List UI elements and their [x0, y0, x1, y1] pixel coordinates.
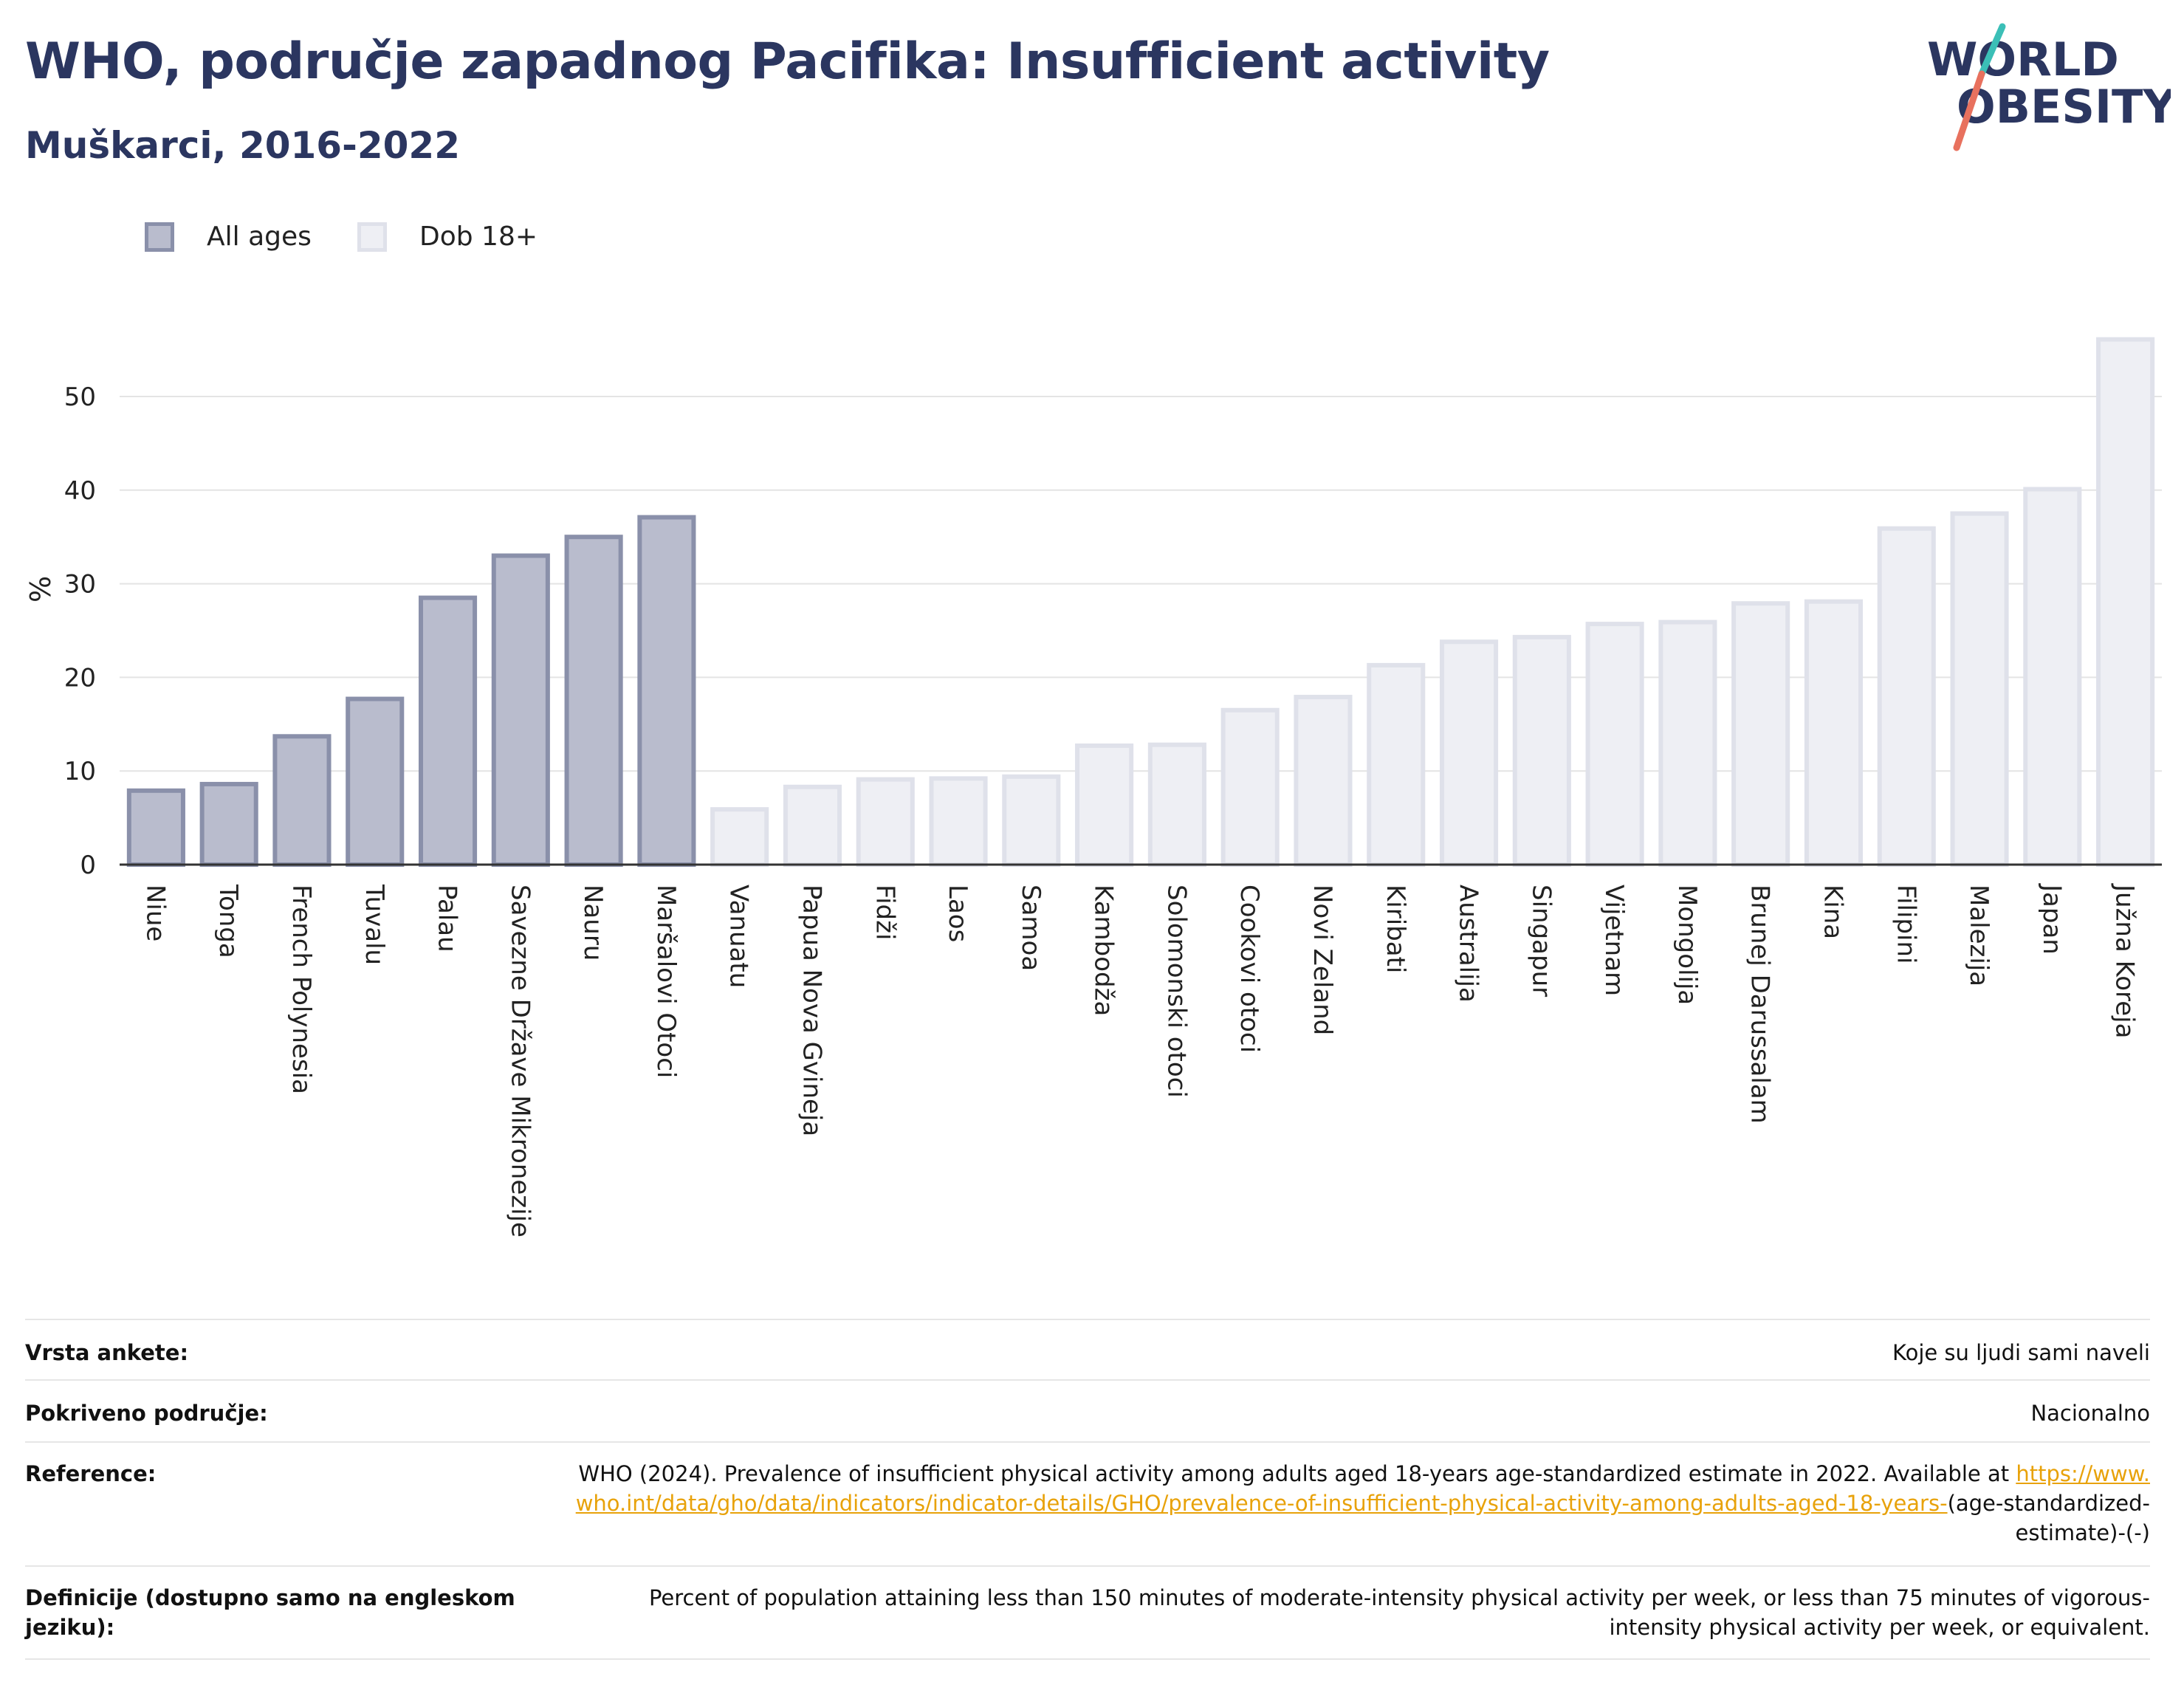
bar-laos [929, 776, 988, 867]
legend-item-all-ages[interactable]: All ages [145, 222, 312, 252]
x-tick-label: Singapur [1526, 885, 1556, 997]
y-axis-label: % [24, 576, 57, 602]
legend-item-dob-18[interactable]: Dob 18+ [357, 222, 538, 252]
bar-kiribati [1367, 662, 1426, 868]
bar-kambod-a [1075, 743, 1134, 867]
reference-suffix: (age-standardized-estimate)-(-) [1947, 1491, 2150, 1545]
x-tick-label: Fidži [870, 885, 899, 940]
x-tick-label: Novi Zeland [1308, 885, 1337, 1035]
bar-papua-nova-gvineja [783, 784, 842, 867]
definition-value: Percent of population attaining less tha… [648, 1585, 2150, 1640]
logo-slash-coral [1953, 70, 1985, 151]
info-row-reference: Reference: WHO (2024). Prevalence of ins… [25, 1441, 2150, 1565]
x-tick-label: French Polynesia [286, 885, 316, 1094]
x-tick-label: Kiribati [1381, 885, 1410, 973]
x-tick-label: Tonga [213, 884, 243, 958]
y-tick-label: 0 [80, 851, 96, 880]
x-tick-label: Vijetnam [1599, 885, 1629, 996]
reference-text: WHO (2024). Prevalence of insufficient p… [578, 1461, 2010, 1486]
bar-australija [1439, 639, 1499, 867]
y-tick-label: 50 [64, 382, 96, 412]
bar-vanuatu [710, 807, 769, 867]
x-tick-label: Papua Nova Gvineja [797, 885, 826, 1136]
bar-singapur [1512, 634, 1571, 867]
bar-japan [2023, 487, 2082, 867]
bar-nauru [564, 535, 623, 867]
x-tick-label: Kambodža [1089, 885, 1119, 1016]
reference-link[interactable]: https://www.who.int/data/gho/data/indica… [575, 1461, 2150, 1516]
x-tick-label: Laos [943, 885, 972, 942]
info-row-coverage: Pokriveno područje: Nacionalno [25, 1379, 2150, 1441]
bar-fid-i [856, 777, 915, 867]
x-tick-label: Južna Koreja [2110, 883, 2140, 1038]
info-row-survey: Vrsta ankete: Koje su ljudi sami naveli [25, 1319, 2150, 1379]
bar-cookovi-otoci [1220, 707, 1280, 868]
x-tick-label: Samoa [1016, 885, 1045, 971]
world-obesity-logo: WORLD OBESITY [1927, 23, 2171, 151]
x-tick-label: Filipini [1891, 885, 1920, 964]
bar-filipini [1877, 526, 1936, 867]
info-bottom-rule [25, 1658, 2150, 1660]
y-tick-label: 40 [64, 476, 96, 506]
chart-title: WHO, područje zapadnog Pacifika: Insuffi… [25, 32, 1550, 91]
x-tick-label: Japan [2037, 883, 2067, 955]
info-table: Vrsta ankete: Koje su ljudi sami naveli … [25, 1319, 2150, 1660]
bar-mar-alovi-otoci [637, 515, 696, 867]
reference-value: WHO (2024). Prevalence of insufficient p… [571, 1459, 2150, 1548]
logo-line2: OBESITY [1957, 80, 2171, 134]
x-tick-label: Palau [433, 885, 462, 952]
bar-brunej-darussalam [1731, 601, 1790, 867]
bar-kina [1804, 599, 1864, 867]
bar-tuvalu [346, 696, 405, 868]
bar-mongolija [1658, 619, 1717, 867]
bar-niue [126, 788, 185, 867]
coverage-label: Pokriveno područje: [25, 1401, 268, 1426]
definition-label: Definicije (dostupno samo na engleskom j… [25, 1585, 515, 1640]
logo-slash-teal [1978, 23, 2006, 78]
chart-subtitle: Muškarci, 2016-2022 [25, 124, 461, 167]
bar-tonga [199, 781, 258, 868]
legend-label-all-ages: All ages [207, 222, 312, 252]
logo-line1: WORLD [1927, 32, 2119, 86]
x-tick-label: Brunej Darussalam [1745, 885, 1775, 1124]
x-tick-label: Maršalovi Otoci [651, 885, 681, 1078]
x-tick-label: Kina [1818, 885, 1847, 939]
survey-label: Vrsta ankete: [25, 1340, 189, 1365]
x-tick-label: Australija [1454, 885, 1483, 1003]
bar-french-polynesia [272, 734, 332, 867]
bar-solomonski-otoci [1147, 742, 1206, 867]
bar-ju-na-koreja [2096, 337, 2155, 868]
coverage-value: Nacionalno [2030, 1401, 2150, 1426]
x-tick-label: Tuvalu [360, 884, 389, 965]
y-tick-label: 20 [64, 663, 96, 693]
y-tick-label: 30 [64, 570, 96, 600]
legend-swatch-all-ages [145, 222, 174, 252]
bar-vijetnam [1585, 622, 1644, 867]
y-tick-label: 10 [64, 757, 96, 786]
x-tick-label: Solomonski otoci [1161, 885, 1191, 1098]
x-tick-label: Vanuatu [724, 885, 754, 988]
x-tick-label: Niue [140, 885, 170, 941]
bar-chart: 0 10 20 30 40 50% Niue Tonga French Polynesia Tuv… [24, 337, 2162, 1237]
reference-label: Reference: [25, 1461, 157, 1486]
x-tick-label: Cookovi otoci [1234, 885, 1264, 1053]
x-tick-label: Savezne Države Mikronezije [505, 885, 535, 1237]
bar-savezne-dr-ave-mikronezije [491, 553, 550, 867]
bar-palau [418, 595, 478, 867]
x-tick-label: Mongolija [1672, 885, 1702, 1005]
legend-label-dob-18: Dob 18+ [419, 222, 538, 252]
x-tick-label: Nauru [578, 885, 608, 961]
bar-novi-zeland [1294, 695, 1353, 868]
bar-malezija [1950, 511, 2009, 867]
legend-swatch-dob-18 [357, 222, 387, 252]
survey-value: Koje su ljudi sami naveli [1892, 1340, 2150, 1365]
info-row-definition: Definicije (dostupno samo na engleskom j… [25, 1565, 2150, 1658]
bar-samoa [1002, 774, 1061, 867]
x-tick-label: Malezija [1964, 885, 1994, 986]
